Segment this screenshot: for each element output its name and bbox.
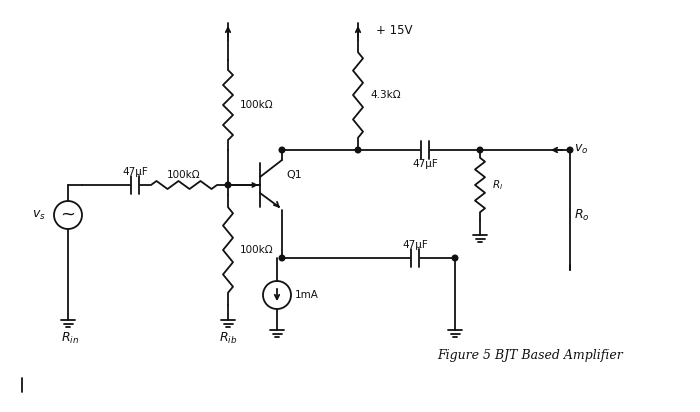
Text: $R_{in}$: $R_{in}$	[61, 330, 79, 346]
Circle shape	[477, 147, 483, 153]
Text: 1mA: 1mA	[295, 290, 319, 300]
Circle shape	[279, 255, 285, 261]
Text: 47μF: 47μF	[402, 240, 428, 250]
Text: $v_o$: $v_o$	[574, 143, 589, 156]
Text: 47μF: 47μF	[122, 167, 148, 177]
Text: + 15V: + 15V	[376, 23, 412, 37]
Circle shape	[225, 182, 231, 188]
Text: ~: ~	[60, 206, 76, 224]
Text: 100kΩ: 100kΩ	[240, 100, 274, 110]
Text: 47μF: 47μF	[412, 159, 438, 169]
Circle shape	[567, 147, 573, 153]
Text: 4.3kΩ: 4.3kΩ	[370, 90, 400, 100]
Text: $R_o$: $R_o$	[574, 208, 589, 222]
Circle shape	[355, 147, 360, 153]
Circle shape	[452, 255, 458, 261]
Text: $R_l$: $R_l$	[492, 178, 503, 192]
Text: 100kΩ: 100kΩ	[240, 245, 274, 255]
Text: Figure 5 BJT Based Amplifier: Figure 5 BJT Based Amplifier	[437, 349, 623, 361]
Text: $R_{ib}$: $R_{ib}$	[219, 330, 237, 346]
Text: 100kΩ: 100kΩ	[167, 170, 201, 180]
Circle shape	[279, 147, 285, 153]
Text: $v_s$: $v_s$	[32, 208, 46, 222]
Text: Q1: Q1	[286, 170, 302, 180]
